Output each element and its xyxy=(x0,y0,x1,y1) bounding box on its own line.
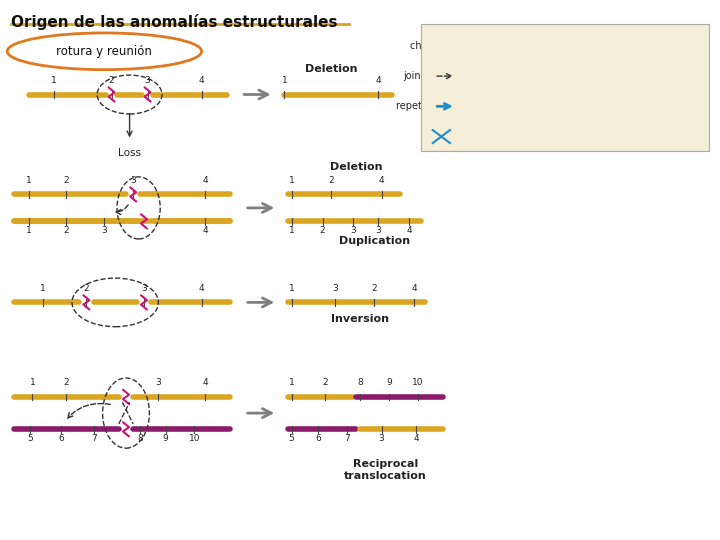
Text: 8: 8 xyxy=(357,378,363,387)
Text: 1: 1 xyxy=(289,284,294,293)
Text: 4: 4 xyxy=(199,76,204,85)
FancyBboxPatch shape xyxy=(421,24,709,151)
Text: 9: 9 xyxy=(163,434,168,443)
Text: 4: 4 xyxy=(406,226,412,235)
Text: 1: 1 xyxy=(30,378,35,387)
Text: Duplication: Duplication xyxy=(339,235,410,246)
Text: 1: 1 xyxy=(40,284,46,293)
Text: Deletion: Deletion xyxy=(305,64,357,74)
Text: 2: 2 xyxy=(63,226,69,235)
Text: 1: 1 xyxy=(289,378,294,387)
Text: 3: 3 xyxy=(332,284,338,293)
Text: 3: 3 xyxy=(375,226,381,235)
Text: 4: 4 xyxy=(379,176,384,185)
Text: chromosome break: chromosome break xyxy=(410,41,504,51)
Text: Origen de las anomalías estructurales: Origen de las anomalías estructurales xyxy=(11,14,337,30)
Text: 9: 9 xyxy=(386,378,392,387)
Text: 2: 2 xyxy=(328,176,334,185)
Text: 1: 1 xyxy=(282,76,287,85)
Text: 3: 3 xyxy=(102,226,107,235)
Text: 3: 3 xyxy=(145,76,150,85)
Text: 6: 6 xyxy=(315,434,321,443)
Text: 7: 7 xyxy=(344,434,350,443)
Text: 4: 4 xyxy=(411,284,417,293)
Text: 3: 3 xyxy=(141,284,147,293)
Text: 6: 6 xyxy=(58,434,64,443)
Text: Inversion: Inversion xyxy=(331,314,389,324)
Text: 4: 4 xyxy=(413,434,419,443)
Text: 2: 2 xyxy=(63,378,69,387)
Text: 3: 3 xyxy=(156,378,161,387)
Text: 1: 1 xyxy=(289,176,294,185)
Text: 1: 1 xyxy=(51,76,57,85)
Text: 5: 5 xyxy=(289,434,294,443)
Text: 2: 2 xyxy=(109,76,114,85)
Text: crossover: crossover xyxy=(433,132,481,141)
Text: joining of broken ends: joining of broken ends xyxy=(403,71,511,81)
Text: 2: 2 xyxy=(323,378,328,387)
Text: 4: 4 xyxy=(375,76,381,85)
Text: 3: 3 xyxy=(130,176,136,185)
Text: 1: 1 xyxy=(26,226,32,235)
Text: 2: 2 xyxy=(372,284,377,293)
Text: 4: 4 xyxy=(202,378,208,387)
Text: 10: 10 xyxy=(412,378,423,387)
Text: 3: 3 xyxy=(350,226,356,235)
Text: 7: 7 xyxy=(91,434,96,443)
Text: Loss: Loss xyxy=(118,148,141,159)
Text: Reciprocal
translocation: Reciprocal translocation xyxy=(344,459,426,481)
Text: 3: 3 xyxy=(379,434,384,443)
Text: 10: 10 xyxy=(189,434,200,443)
Text: 2: 2 xyxy=(63,176,69,185)
Text: 2: 2 xyxy=(320,226,325,235)
Text: 5: 5 xyxy=(27,434,33,443)
Text: rotura y reunión: rotura y reunión xyxy=(56,45,153,58)
Text: 1: 1 xyxy=(289,226,294,235)
Text: repetitive DNA segments: repetitive DNA segments xyxy=(396,102,518,111)
Text: 4: 4 xyxy=(202,226,208,235)
Text: 8: 8 xyxy=(138,434,143,443)
Text: Deletion: Deletion xyxy=(330,161,382,172)
Text: 2: 2 xyxy=(84,284,89,293)
Text: 1: 1 xyxy=(26,176,32,185)
Text: 4: 4 xyxy=(199,284,204,293)
Text: 4: 4 xyxy=(202,176,208,185)
